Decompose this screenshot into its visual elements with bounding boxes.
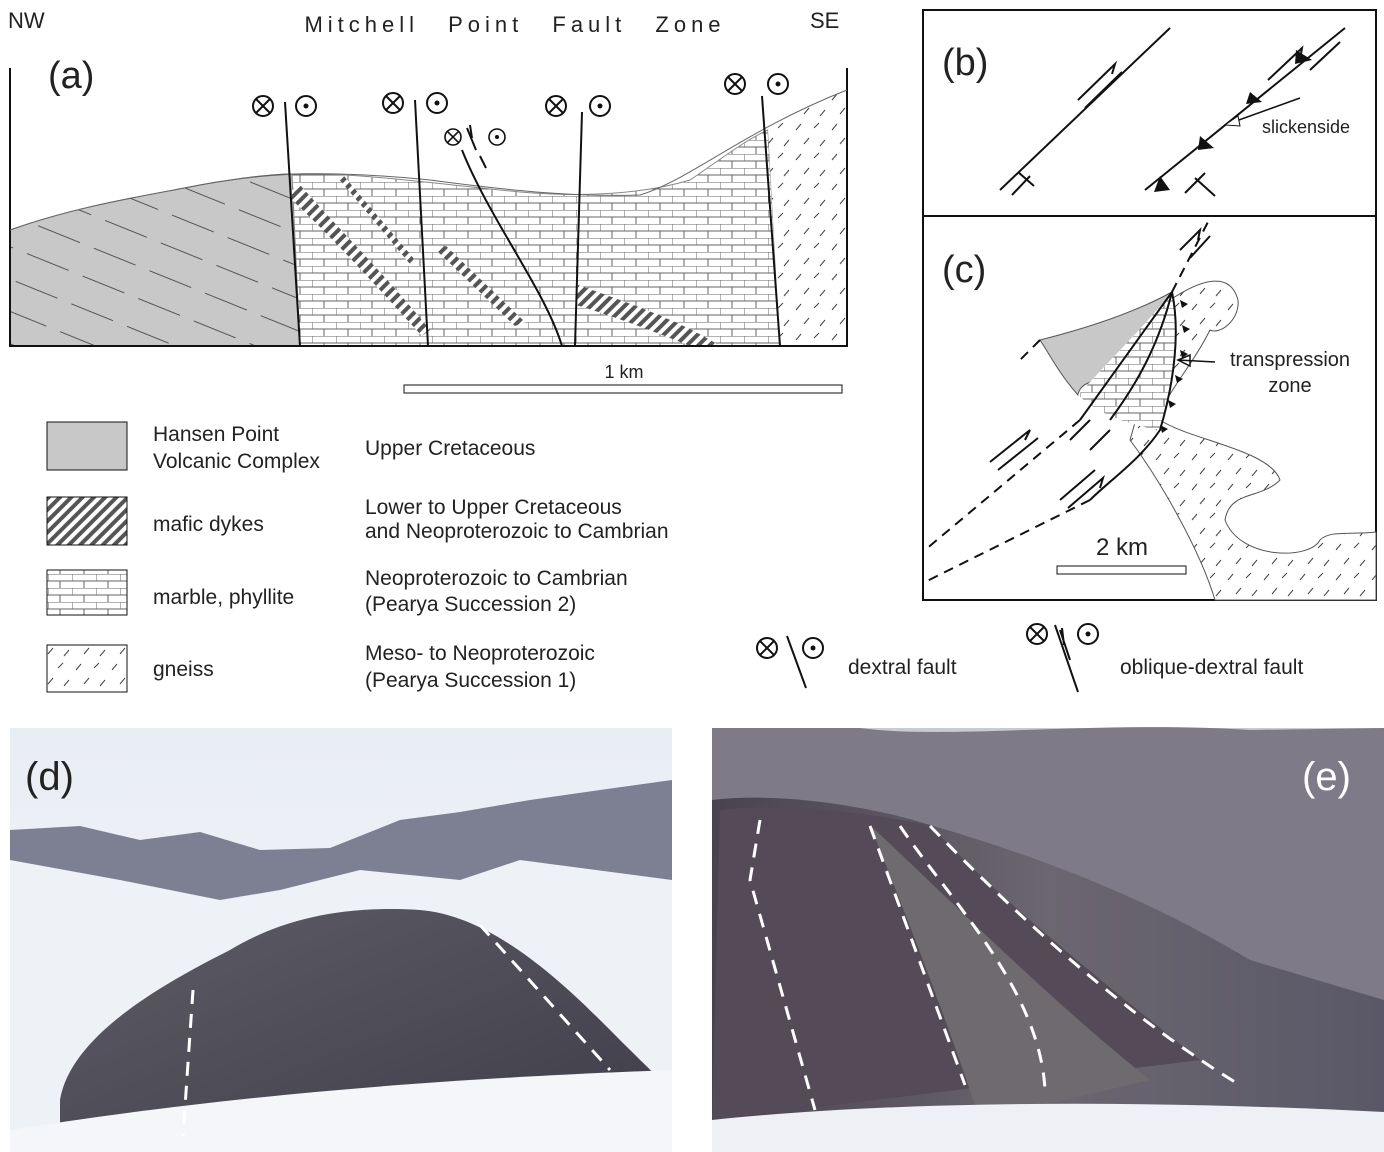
fault-motion-symbol [296,96,316,116]
photo [10,728,672,1152]
gneiss-unit [768,90,847,346]
panel-label: (c) [942,249,986,291]
legend-swatch [47,645,127,692]
section-title: Mitchell Point Fault Zone [304,12,725,37]
fault-motion-symbol [1027,624,1047,644]
panel-label: (b) [942,42,988,84]
fault-arrow [467,125,486,168]
volcanic-unit [10,174,300,346]
fault-motion-symbol [590,96,610,116]
legend-name: Hansen Point [153,423,279,446]
legend-swatch [47,497,127,545]
legend-swatch [47,570,127,615]
fault-motion-symbol [725,74,745,94]
scale-bar [404,385,842,393]
fault-motion-symbol [427,93,447,113]
fault-motion-symbol [757,638,777,658]
fault-motion-symbol [768,74,788,94]
fault-motion-symbol [489,129,505,145]
fault-motion-symbol [546,96,566,116]
annotation: slickenside [1262,117,1350,137]
legend-name: mafic dykes [153,513,264,536]
figure: NW SE Mitchell Point Fault Zone (a) 1 km… [0,0,1384,1152]
legend-age: Upper Cretaceous [365,437,535,460]
panel-label: (a) [48,55,94,97]
panel-label: (d) [25,755,74,799]
fault-motion-symbol [383,93,403,113]
legend-age: (Pearya Succession 2) [365,593,576,616]
fault-motion-symbol [1078,624,1098,644]
legend-age: Meso- to Neoproterozoic [365,642,595,665]
legend-symbol-label: dextral fault [848,656,957,679]
legend-swatch [47,422,127,470]
legend-age: Neoproterozoic to Cambrian [365,567,628,590]
direction-label: NW [8,8,45,33]
annotation: zone [1268,375,1311,397]
scale-label: 2 km [1096,534,1148,561]
legend-name: Volcanic Complex [153,450,320,473]
fault-motion-symbol [445,129,461,145]
annotation: transpression [1230,349,1350,371]
legend-name: marble, phyllite [153,586,294,609]
legend-name: gneiss [153,658,214,681]
direction-label: SE [810,8,839,33]
legend-symbol-label: oblique-dextral fault [1120,656,1303,679]
panel-label: (e) [1302,755,1351,799]
scale-bar [1057,566,1186,574]
pointer-head [1225,116,1240,126]
fault-symbol [1055,625,1078,692]
fault-motion-symbol [253,96,273,116]
fault-motion-symbol [803,638,823,658]
scale-label: 1 km [604,362,643,382]
fault [1000,28,1345,190]
legend-age: and Neoproterozoic to Cambrian [365,520,669,543]
legend-age: Lower to Upper Cretaceous [365,496,622,519]
photo [712,727,1384,1152]
legend-age: (Pearya Succession 1) [365,669,576,692]
